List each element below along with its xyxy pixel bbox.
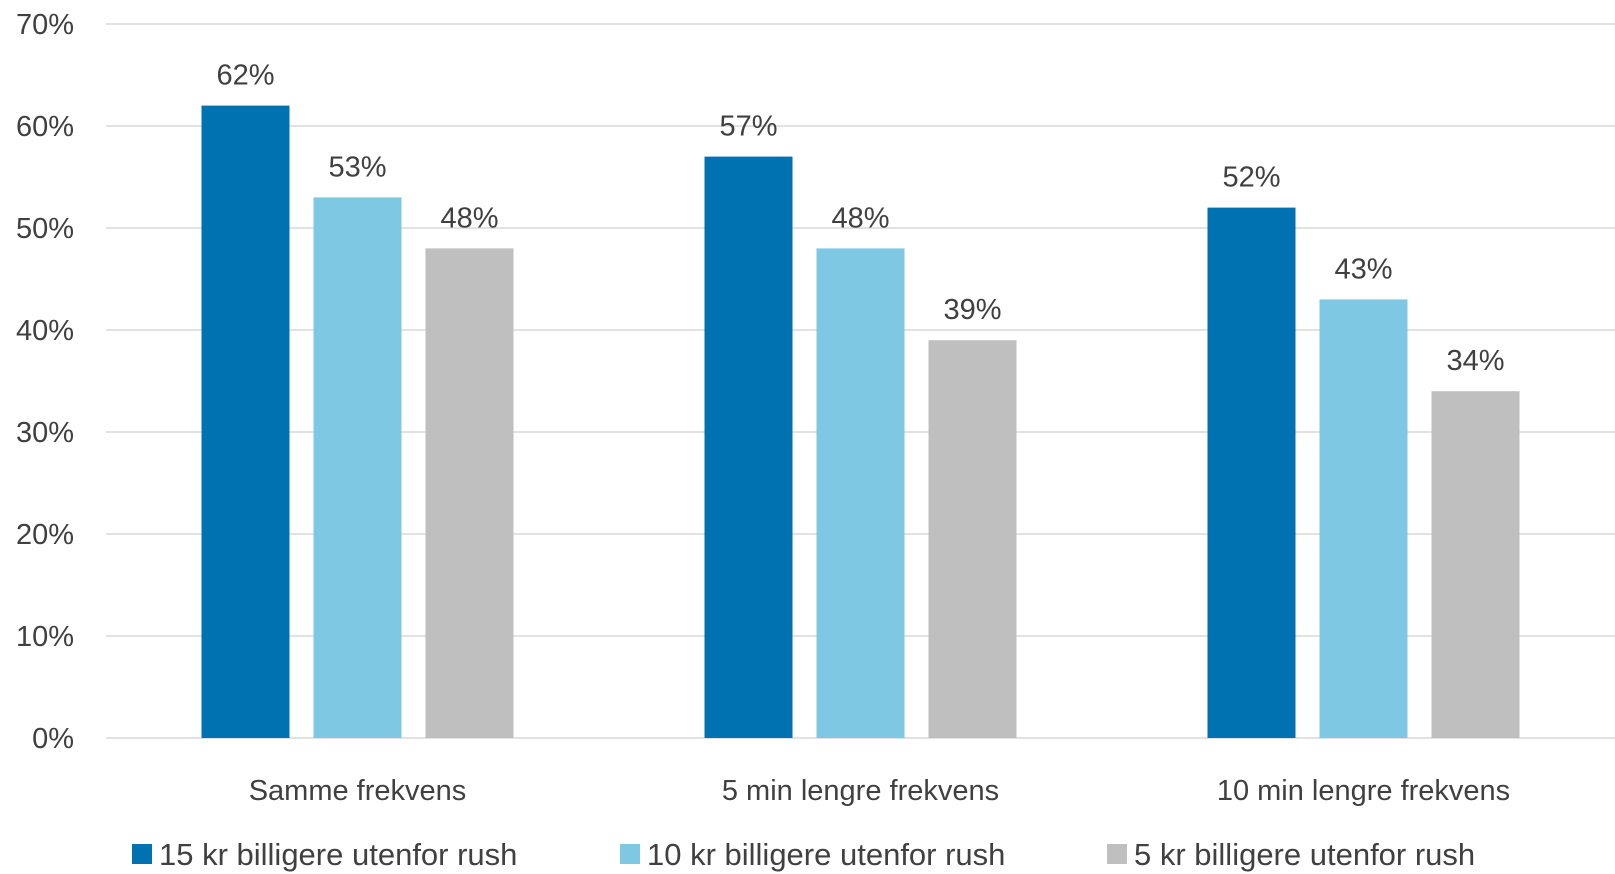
x-category-label: 10 min lengre frekvens bbox=[1217, 775, 1510, 807]
bar bbox=[928, 340, 1017, 738]
y-tick-label: 60% bbox=[16, 111, 74, 143]
legend-label: 10 kr billigere utenfor rush bbox=[647, 837, 1005, 872]
x-axis-category-labels: Samme frekvens 5 min lengre frekvens 10 mi… bbox=[249, 775, 1510, 807]
legend-label: 15 kr billigere utenfor rush bbox=[159, 837, 517, 872]
data-label: 53% bbox=[328, 151, 386, 183]
legend-swatch bbox=[132, 844, 152, 864]
y-axis-tick-labels: 0% 10% 20% 30% 40% 50% 60% 70% bbox=[16, 9, 74, 755]
bar bbox=[704, 156, 793, 739]
y-tick-label: 30% bbox=[16, 417, 74, 449]
legend-item: 10 kr billigere utenfor rush bbox=[620, 837, 1005, 872]
data-label: 57% bbox=[719, 111, 777, 143]
data-label: 39% bbox=[943, 294, 1001, 326]
y-tick-label: 40% bbox=[16, 315, 74, 347]
y-tick-label: 50% bbox=[16, 213, 74, 245]
data-labels: 62% 53% 48% 57% 48% 39% 52% 43% 34% bbox=[216, 60, 1504, 378]
y-tick-label: 70% bbox=[16, 9, 74, 41]
legend-swatch bbox=[1107, 844, 1127, 864]
data-label: 62% bbox=[216, 60, 274, 92]
bar bbox=[816, 248, 905, 738]
bar bbox=[1207, 207, 1296, 739]
y-tick-label: 20% bbox=[16, 519, 74, 551]
x-category-label: Samme frekvens bbox=[249, 775, 467, 807]
data-label: 34% bbox=[1446, 345, 1504, 377]
x-category-label: 5 min lengre frekvens bbox=[722, 775, 999, 807]
bar bbox=[201, 105, 290, 739]
bar bbox=[1431, 391, 1520, 738]
legend-swatch bbox=[620, 844, 640, 864]
data-label: 48% bbox=[440, 202, 498, 234]
legend: 15 kr billigere utenfor rush 10 kr billig… bbox=[132, 837, 1475, 872]
bars bbox=[201, 105, 1520, 739]
data-label: 43% bbox=[1334, 253, 1392, 285]
bar bbox=[313, 197, 402, 738]
data-label: 48% bbox=[831, 202, 889, 234]
bar bbox=[425, 248, 514, 738]
legend-item: 15 kr billigere utenfor rush bbox=[132, 837, 517, 872]
legend-item: 5 kr billigere utenfor rush bbox=[1107, 837, 1475, 872]
data-label: 52% bbox=[1222, 162, 1280, 194]
bar bbox=[1319, 299, 1408, 738]
y-tick-label: 10% bbox=[16, 621, 74, 653]
y-tick-label: 0% bbox=[32, 723, 74, 755]
legend-label: 5 kr billigere utenfor rush bbox=[1134, 837, 1475, 872]
